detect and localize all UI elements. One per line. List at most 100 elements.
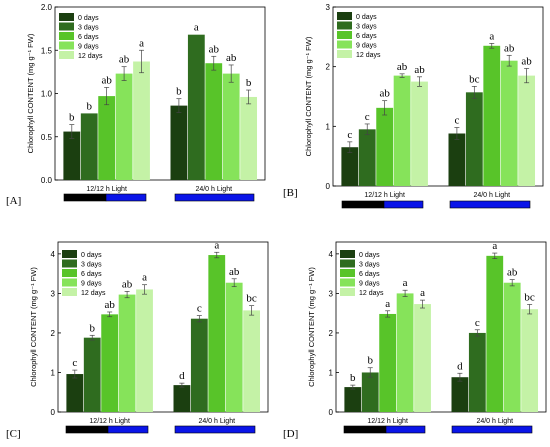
y-tick-label: 3 <box>329 289 334 298</box>
significance-letter: ab <box>397 61 408 73</box>
significance-letter: ab <box>507 267 518 279</box>
bar <box>361 372 379 412</box>
bar <box>83 337 101 412</box>
legend-swatch <box>62 278 77 287</box>
x-category-label: 24/0 h Light <box>473 192 510 199</box>
significance-letter: a <box>489 30 494 42</box>
legend-label: 9 days <box>81 281 102 288</box>
significance-letter: bc <box>524 291 535 303</box>
y-axis-label: Chlorophyll CONTENT (mg g⁻¹ FW) <box>307 267 316 387</box>
bar <box>222 73 240 180</box>
bar <box>225 282 243 412</box>
significance-letter: a <box>385 298 390 310</box>
bar <box>80 113 98 180</box>
y-axis-label: Chlorophyll CONTENT (mg g⁻¹ FW) <box>304 36 313 156</box>
photoperiod-light-bar <box>107 425 149 434</box>
x-category-label: 12/12 h Light <box>367 418 408 425</box>
x-category-label: 12/12 h Light <box>364 192 405 199</box>
bar <box>187 34 205 181</box>
bar <box>483 45 501 187</box>
significance-letter: ab <box>226 52 237 64</box>
bar <box>173 385 191 412</box>
bar <box>240 96 258 180</box>
significance-letter: b <box>246 77 252 89</box>
y-tick-label: 2 <box>329 329 334 338</box>
legend-label: 6 days <box>78 34 99 41</box>
chart-panel-1: 0.0 0.5 1.0 1.5 2.0 Chlorophyll CONTENT (mg g… <box>6 3 266 207</box>
significance-letter: bc <box>469 73 480 85</box>
photoperiod-continuous-bar <box>174 193 255 202</box>
x-category-label: 12/12 h Light <box>86 186 127 193</box>
legend-label: 3 days <box>356 24 377 31</box>
significance-letter: ab <box>122 278 133 290</box>
bar <box>190 318 208 412</box>
legend-swatch <box>340 278 355 287</box>
significance-letter: ab <box>379 88 390 100</box>
y-axis-label: Chlorophyll CONTENT (mg g⁻¹ FW) <box>26 33 35 153</box>
significance-letter: ab <box>521 55 532 67</box>
significance-letter: c <box>454 115 459 127</box>
legend-swatch <box>337 12 352 20</box>
plot-frame <box>332 6 544 187</box>
y-tick-label: 0 <box>326 182 331 191</box>
bar <box>503 282 521 412</box>
significance-letter: b <box>350 372 356 384</box>
legend-label: 12 days <box>81 290 106 297</box>
bar <box>414 304 431 412</box>
bar <box>136 289 153 412</box>
photoperiod-dark-bar <box>65 425 109 434</box>
photoperiod-dark-bar <box>341 200 385 209</box>
y-tick-label: 3 <box>326 3 331 12</box>
significance-letter: a <box>492 240 497 252</box>
legend-swatch <box>337 31 352 39</box>
legend-swatch <box>340 259 355 268</box>
legend-swatch <box>62 288 77 296</box>
bar <box>66 374 84 412</box>
legend-swatch <box>59 41 74 50</box>
legend-label: 12 days <box>359 290 384 297</box>
significance-letter: ab <box>504 42 515 54</box>
legend-swatch <box>340 269 355 277</box>
significance-letter: ab <box>229 266 240 278</box>
bar <box>376 107 394 186</box>
x-category-label: 24/0 h Light <box>198 418 235 425</box>
bar <box>133 61 150 181</box>
legend-label: 0 days <box>356 14 377 21</box>
legend-swatch <box>59 22 74 31</box>
bar <box>98 96 116 180</box>
y-tick-label: 2 <box>326 63 331 72</box>
y-tick-label: 1 <box>329 368 334 377</box>
significance-letter: c <box>475 317 480 329</box>
legend-swatch <box>62 259 77 268</box>
plot-frame <box>335 241 547 413</box>
bar <box>448 133 466 186</box>
significance-letter: bc <box>246 293 257 305</box>
legend-label: 12 days <box>78 53 103 60</box>
significance-letter: d <box>457 360 463 372</box>
y-tick-label: 3 <box>51 289 56 298</box>
significance-letter: b <box>367 355 373 367</box>
legend-label: 12 days <box>356 52 381 59</box>
significance-letter: ab <box>101 74 112 86</box>
y-tick-label: 2.0 <box>41 3 53 12</box>
legend-swatch <box>340 250 355 258</box>
bar <box>521 309 539 412</box>
significance-letter: a <box>194 22 199 34</box>
significance-letter: c <box>197 303 202 315</box>
legend-swatch <box>62 269 77 277</box>
significance-letter: d <box>179 370 185 382</box>
bar <box>358 129 376 186</box>
bar <box>500 60 518 187</box>
plot-frame <box>57 241 269 413</box>
bar <box>208 255 226 412</box>
y-tick-label: 0 <box>329 408 334 417</box>
legend-label: 9 days <box>356 43 377 50</box>
bar <box>243 310 261 412</box>
legend-label: 0 days <box>81 252 102 259</box>
significance-letter: b <box>176 86 182 98</box>
y-tick-label: 4 <box>51 250 56 259</box>
bar <box>170 105 188 180</box>
legend-swatch <box>59 51 74 59</box>
